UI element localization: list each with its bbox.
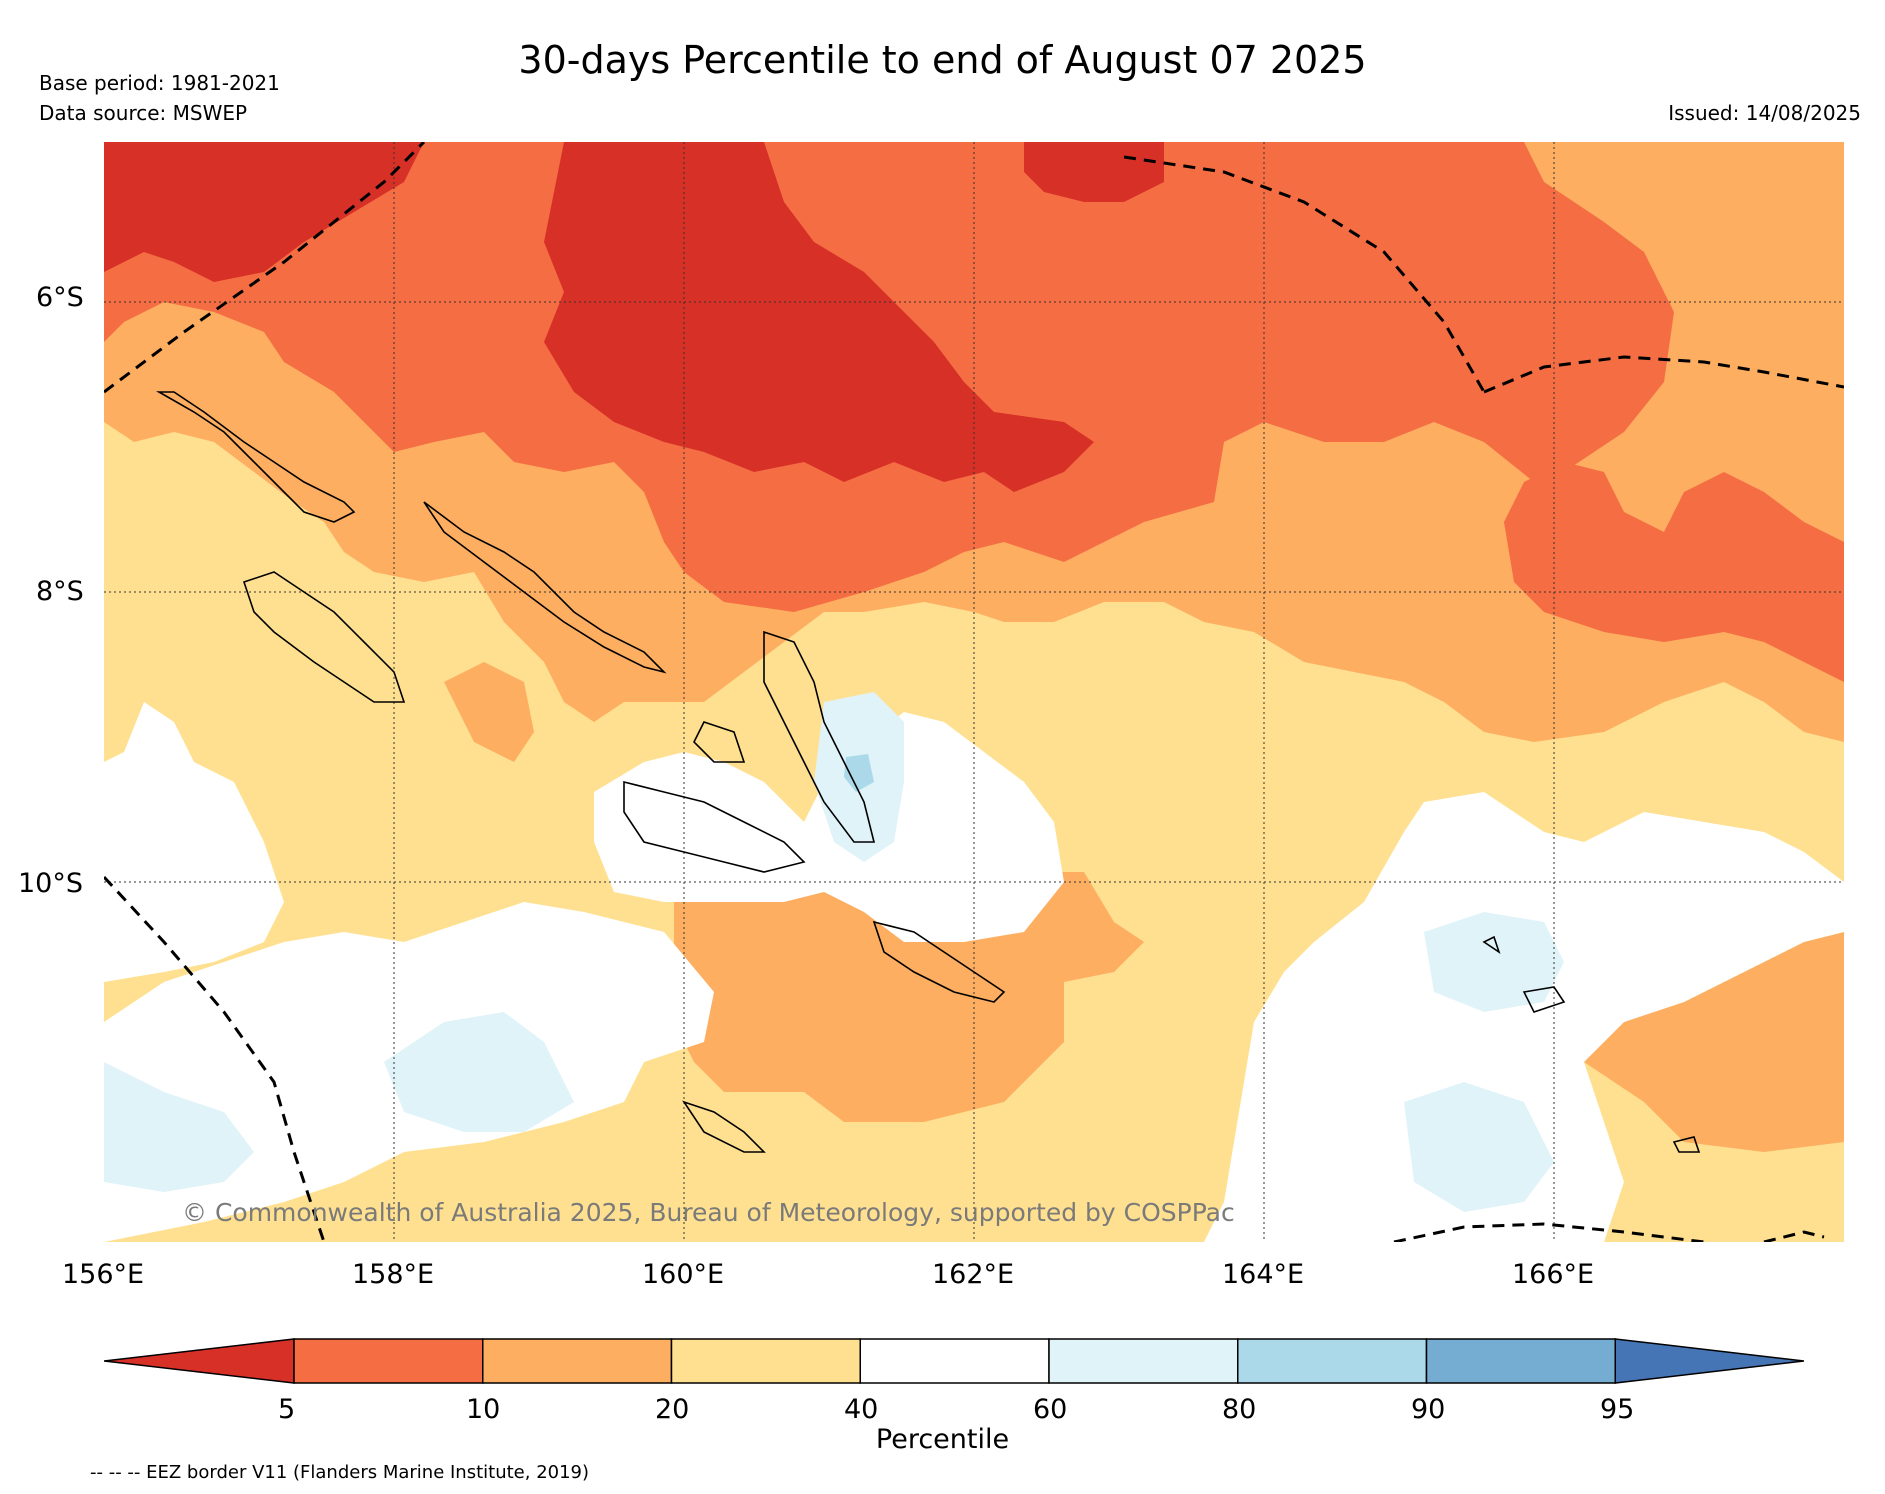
eez-note: -- -- -- EEZ border V11 (Flanders Marine… bbox=[90, 1462, 590, 1483]
percentile-map bbox=[104, 142, 1844, 1242]
data-source: Data source: MSWEP bbox=[39, 101, 248, 125]
region-60-80-southeast bbox=[1404, 1082, 1554, 1212]
colorbar-bin-90-95 bbox=[1425, 1338, 1616, 1384]
region-60-80-south-center bbox=[384, 1012, 574, 1132]
lat-label-8s: 8°S bbox=[36, 576, 84, 607]
issued-date: Issued: 14/08/2025 bbox=[1668, 101, 1861, 125]
colorbar-tick-10: 10 bbox=[466, 1394, 501, 1425]
colorbar-extend-high bbox=[1614, 1338, 1804, 1384]
region-60-80-east bbox=[1424, 912, 1564, 1012]
colorbar-bin-40-60 bbox=[859, 1338, 1050, 1384]
copyright-notice: © Commonwealth of Australia 2025, Bureau… bbox=[182, 1198, 1235, 1227]
region-40-60-west bbox=[104, 702, 284, 982]
island-new-georgia bbox=[242, 571, 406, 703]
colorbar-tick-60: 60 bbox=[1033, 1394, 1068, 1425]
island-ndeni bbox=[1522, 986, 1566, 1013]
colorbar-tick-80: 80 bbox=[1222, 1394, 1257, 1425]
lon-label-162e: 162°E bbox=[932, 1259, 1015, 1290]
colorbar-tick-20: 20 bbox=[655, 1394, 690, 1425]
island-malaita bbox=[693, 721, 746, 763]
colorbar bbox=[104, 1338, 1804, 1384]
lat-label-6s: 6°S bbox=[36, 282, 84, 313]
colorbar-tick-40: 40 bbox=[844, 1394, 879, 1425]
region-60-80-southwest bbox=[104, 1062, 254, 1192]
region-below-5-central bbox=[544, 142, 1094, 492]
region-5-10-east bbox=[1504, 462, 1844, 682]
lon-label-166e: 166°E bbox=[1512, 1259, 1595, 1290]
island-guadalcanal bbox=[623, 780, 806, 873]
region-40-60-southeast bbox=[1204, 792, 1844, 1242]
island-small-2 bbox=[1672, 1136, 1701, 1153]
colorbar-bin-20-40 bbox=[670, 1338, 861, 1384]
colorbar-tick-5: 5 bbox=[278, 1394, 296, 1425]
lon-label-156e: 156°E bbox=[62, 1259, 145, 1290]
region-10-20-west bbox=[444, 662, 534, 762]
colorbar-bin-5-10 bbox=[293, 1338, 484, 1384]
island-makira bbox=[872, 920, 1006, 1003]
colorbar-tick-90: 90 bbox=[1411, 1394, 1446, 1425]
lon-label-158e: 158°E bbox=[352, 1259, 435, 1290]
region-80-90-central bbox=[844, 754, 874, 792]
island-bougainville bbox=[155, 391, 356, 523]
island-rennell bbox=[682, 1100, 766, 1153]
coastlines bbox=[155, 391, 1701, 1153]
eez-borders bbox=[104, 142, 1844, 1242]
region-below-5-northwest bbox=[104, 142, 424, 282]
lat-label-10s: 10°S bbox=[18, 868, 83, 899]
island-isabel bbox=[763, 630, 876, 843]
base-period: Base period: 1981-2021 bbox=[39, 71, 280, 95]
graticule bbox=[104, 142, 1844, 1242]
colorbar-bin-80-90 bbox=[1237, 1338, 1428, 1384]
map-title: 30-days Percentile to end of August 07 2… bbox=[518, 38, 1367, 82]
colorbar-bin-60-80 bbox=[1048, 1338, 1239, 1384]
lon-label-164e: 164°E bbox=[1222, 1259, 1305, 1290]
island-choiseul bbox=[423, 501, 667, 674]
colorbar-tick-95: 95 bbox=[1600, 1394, 1635, 1425]
lon-label-160e: 160°E bbox=[642, 1259, 725, 1290]
colorbar-label: Percentile bbox=[875, 1424, 1010, 1455]
colorbar-extend-low bbox=[104, 1338, 295, 1384]
island-small-1 bbox=[1482, 935, 1501, 954]
region-10-20-east-south bbox=[1584, 932, 1844, 1152]
colorbar-bin-10-20 bbox=[482, 1338, 673, 1384]
